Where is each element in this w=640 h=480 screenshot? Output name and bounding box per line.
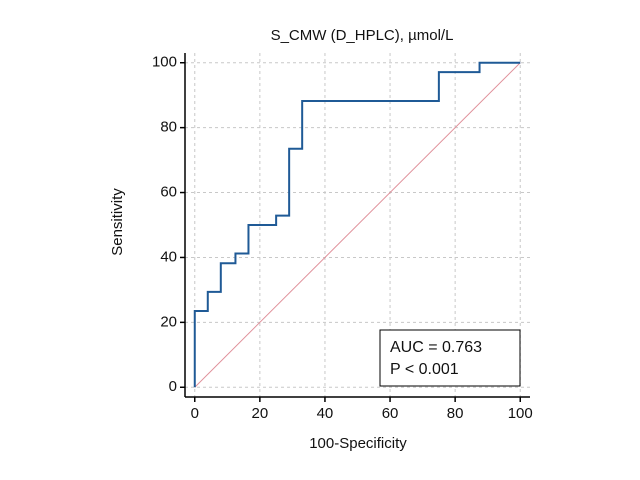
x-tick-label: 20 [252, 405, 269, 422]
y-axis-label: Sensitivity [109, 188, 126, 256]
series-line [194, 62, 521, 388]
annotation-box [379, 329, 521, 387]
chart-title: S_CMW (D_HPLC), µmol/L [271, 27, 454, 44]
y-tick-label: 0 [169, 378, 177, 395]
annotation: P < 0.001 [390, 361, 459, 378]
x-axis-label: 100-Specificity [309, 435, 407, 452]
annotation: AUC = 0.763 [390, 339, 482, 356]
x-tick-label: 0 [191, 405, 199, 422]
y-tick-label: 100 [152, 54, 177, 71]
series-line [193, 61, 521, 388]
x-tick-label: 40 [317, 405, 334, 422]
y-tick-label: 20 [160, 313, 177, 330]
x-tick-label: 100 [508, 405, 533, 422]
x-tick-label: 80 [447, 405, 464, 422]
y-tick-label: 40 [160, 248, 177, 265]
y-tick-label: 60 [160, 184, 177, 201]
x-tick-label: 60 [382, 405, 399, 422]
y-tick-label: 80 [160, 119, 177, 136]
